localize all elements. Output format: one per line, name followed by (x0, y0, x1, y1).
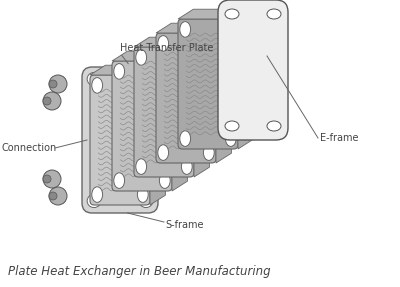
Text: Connection: Connection (2, 143, 57, 153)
Ellipse shape (204, 36, 214, 51)
Text: Heat Transfer Plate: Heat Transfer Plate (120, 43, 213, 53)
Ellipse shape (158, 36, 169, 51)
Polygon shape (112, 51, 187, 61)
Ellipse shape (267, 9, 281, 19)
Ellipse shape (159, 173, 170, 188)
Ellipse shape (225, 121, 239, 131)
Polygon shape (216, 23, 231, 163)
Ellipse shape (159, 64, 170, 79)
Polygon shape (90, 65, 166, 75)
Text: Plate Heat Exchanger in Beer Manufacturing: Plate Heat Exchanger in Beer Manufacturi… (8, 265, 271, 278)
Ellipse shape (114, 173, 125, 188)
Circle shape (43, 175, 51, 183)
Polygon shape (150, 65, 166, 205)
Ellipse shape (92, 187, 103, 202)
Ellipse shape (92, 77, 103, 93)
Ellipse shape (158, 145, 169, 160)
FancyBboxPatch shape (134, 47, 194, 177)
Polygon shape (156, 23, 231, 33)
Text: S-frame: S-frame (165, 220, 204, 230)
Ellipse shape (182, 159, 192, 174)
FancyBboxPatch shape (82, 67, 158, 213)
FancyBboxPatch shape (112, 61, 172, 191)
Circle shape (49, 80, 57, 88)
Circle shape (43, 97, 51, 105)
Ellipse shape (138, 187, 148, 202)
Ellipse shape (139, 72, 153, 86)
Ellipse shape (136, 50, 146, 65)
Circle shape (43, 92, 61, 110)
Polygon shape (134, 37, 210, 47)
FancyBboxPatch shape (156, 33, 216, 163)
Ellipse shape (180, 131, 190, 146)
Circle shape (49, 187, 67, 205)
Ellipse shape (226, 22, 236, 37)
Ellipse shape (138, 77, 148, 93)
FancyBboxPatch shape (178, 19, 238, 149)
Ellipse shape (267, 121, 281, 131)
Ellipse shape (87, 72, 101, 86)
FancyBboxPatch shape (218, 0, 288, 140)
Ellipse shape (225, 9, 239, 19)
Ellipse shape (226, 131, 236, 146)
FancyBboxPatch shape (90, 75, 150, 205)
Polygon shape (194, 37, 210, 177)
Ellipse shape (182, 50, 192, 65)
Ellipse shape (204, 145, 214, 160)
Text: E-frame: E-frame (320, 133, 358, 143)
Ellipse shape (114, 64, 125, 79)
Ellipse shape (180, 22, 190, 37)
Polygon shape (238, 9, 254, 149)
Ellipse shape (139, 194, 153, 208)
Circle shape (49, 75, 67, 93)
Polygon shape (178, 9, 254, 19)
Ellipse shape (87, 194, 101, 208)
Ellipse shape (136, 159, 146, 174)
Circle shape (49, 192, 57, 200)
Polygon shape (172, 51, 187, 191)
Circle shape (43, 170, 61, 188)
